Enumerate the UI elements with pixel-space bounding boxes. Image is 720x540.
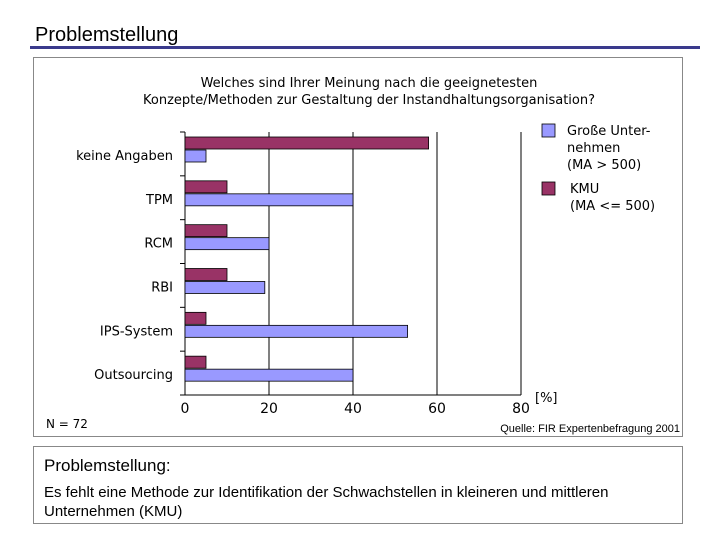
sample-size-label: N = 72 xyxy=(46,417,88,431)
problem-statement-box: Problemstellung: Es fehlt eine Methode z… xyxy=(33,446,683,524)
bar-kmu xyxy=(184,224,228,238)
category-label: RCM xyxy=(144,237,173,252)
x-tick-label: 80 xyxy=(512,401,530,417)
bar-grosse-unternehmen xyxy=(184,193,354,207)
bar-grosse-unternehmen xyxy=(184,324,409,338)
category-label: Outsourcing xyxy=(94,368,173,383)
problem-statement-text: Es fehlt eine Methode zur Identifikation… xyxy=(44,484,609,520)
chart-title-line: Welches sind Ihrer Meinung nach die geei… xyxy=(201,76,538,91)
bar-grosse-unternehmen xyxy=(184,149,207,163)
legend-label: Große Unter- xyxy=(567,124,651,139)
x-axis-unit: [%] xyxy=(535,391,558,406)
x-tick-label: 60 xyxy=(428,401,446,417)
bar-kmu xyxy=(184,136,430,150)
bar-chart: Welches sind Ihrer Meinung nach die geei… xyxy=(46,76,680,435)
bar-grosse-unternehmen xyxy=(184,281,266,294)
x-tick-label: 40 xyxy=(344,401,362,417)
category-label: TPM xyxy=(145,193,173,208)
legend-label: nehmen xyxy=(567,141,620,156)
x-tick-label: 0 xyxy=(181,401,190,417)
problem-statement-heading: Problemstellung: xyxy=(44,456,171,475)
legend-label: KMU xyxy=(570,182,599,197)
bar-kmu xyxy=(184,311,207,325)
chart-panel: Welches sind Ihrer Meinung nach die geei… xyxy=(33,57,683,437)
category-label: IPS-System xyxy=(100,324,173,339)
bar-kmu xyxy=(184,355,207,369)
bar-grosse-unternehmen xyxy=(184,237,270,251)
source-label: Quelle: FIR Expertenbefragung 2001 xyxy=(500,423,680,435)
x-tick-label: 20 xyxy=(260,401,278,417)
legend-label: (MA > 500) xyxy=(567,158,641,173)
legend-swatch-kmu xyxy=(541,181,556,196)
bar-grosse-unternehmen xyxy=(184,368,354,382)
title-underline xyxy=(30,46,700,49)
bar-kmu xyxy=(184,268,228,281)
bar-kmu xyxy=(184,180,228,194)
page-title: Problemstellung xyxy=(35,24,179,46)
chart-title-line: Konzepte/Methoden zur Gestaltung der Ins… xyxy=(143,93,595,108)
legend-label: (MA <= 500) xyxy=(570,199,655,214)
category-label: RBI xyxy=(151,281,173,296)
legend-swatch-grosse-unternehmen xyxy=(541,123,556,138)
category-label: keine Angaben xyxy=(76,149,173,164)
